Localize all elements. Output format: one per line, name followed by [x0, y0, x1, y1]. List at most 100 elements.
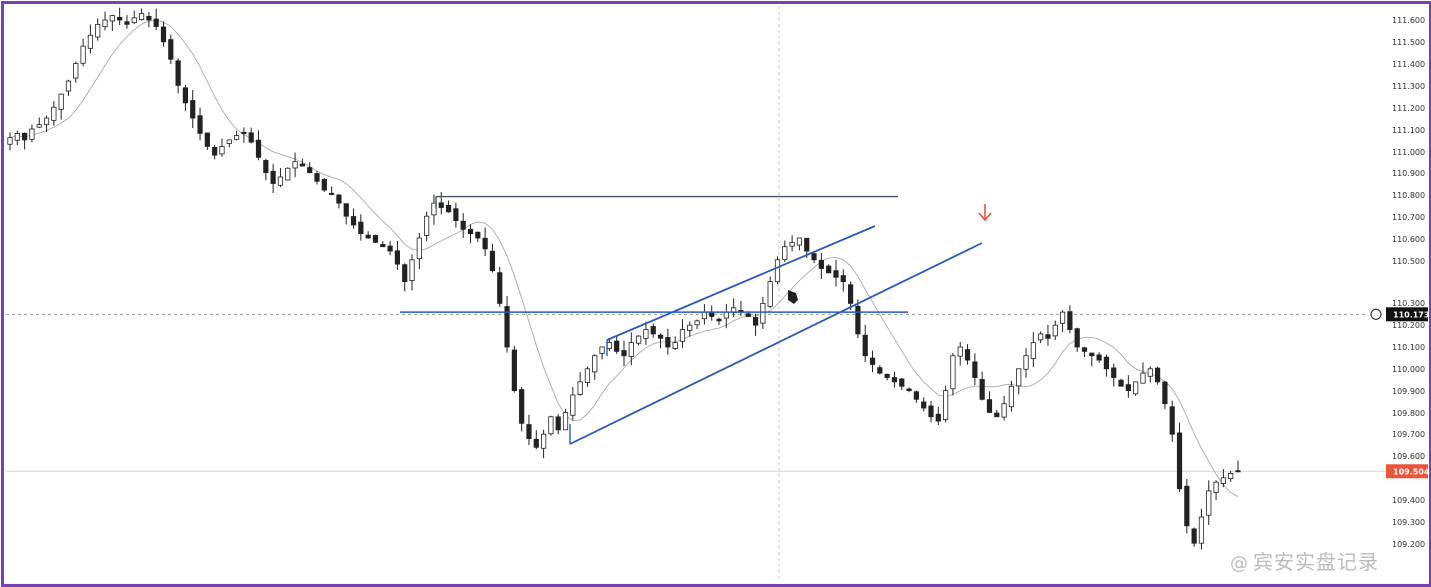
candle-body: [570, 394, 576, 416]
current-price-label: 110.173: [1393, 310, 1429, 319]
candle-body: [212, 146, 218, 156]
candle-body: [906, 388, 912, 391]
candle-body: [540, 433, 547, 449]
sell-arrow-head: [978, 212, 992, 222]
candle-body: [811, 253, 817, 261]
candle-body: [204, 132, 210, 147]
candle-body: [1067, 311, 1073, 330]
candle-body: [862, 334, 868, 357]
candle-body: [475, 231, 481, 239]
candle-body: [14, 132, 20, 141]
candle-body: [935, 413, 941, 422]
candle-body: [1089, 352, 1095, 357]
candle-body: [438, 202, 444, 208]
candle-body: [621, 350, 627, 357]
candle-body: [431, 202, 437, 216]
candle-body: [636, 335, 642, 344]
candle-body: [877, 367, 883, 374]
candle-body: [643, 329, 649, 339]
candle-body: [233, 135, 240, 140]
candle-body: [65, 80, 72, 92]
y-tick-label: 109.300: [1392, 518, 1425, 527]
candle-body: [489, 250, 496, 272]
candle-body: [723, 311, 729, 319]
candle-body: [350, 216, 357, 226]
candle-body: [1030, 342, 1036, 359]
candle-body: [387, 245, 393, 252]
candle-body: [1081, 347, 1088, 352]
candle-body: [1096, 354, 1102, 361]
candle-body: [80, 45, 86, 64]
candle-body: [979, 379, 985, 400]
y-tick-label: 110.900: [1392, 169, 1425, 178]
candle-body: [774, 259, 781, 283]
candle-body: [891, 377, 898, 383]
candle-body: [7, 137, 13, 145]
candle-body: [884, 373, 890, 378]
candle-body: [1206, 490, 1212, 516]
candle-body: [928, 405, 934, 418]
candle-body: [255, 139, 262, 158]
candle-body: [1016, 368, 1022, 387]
candle-body: [1198, 516, 1205, 544]
candle-body: [168, 39, 174, 60]
candle-body: [840, 275, 846, 282]
cursor-hand-icon: [788, 290, 798, 304]
candle-body: [197, 115, 203, 134]
candle-body: [270, 170, 276, 184]
candle-body: [1118, 379, 1124, 387]
candle-body: [146, 16, 152, 21]
candle-body: [453, 208, 459, 221]
y-tick-label: 110.700: [1392, 213, 1425, 222]
candle-body: [307, 167, 313, 174]
y-tick-label: 111.300: [1392, 82, 1425, 91]
candle-body: [869, 357, 876, 365]
y-tick-label: 111.100: [1392, 126, 1425, 135]
candle-body: [1001, 403, 1007, 418]
candle-body: [1140, 372, 1146, 384]
candle-body: [752, 317, 759, 326]
candle-body: [1176, 432, 1183, 490]
candle-body: [950, 355, 956, 390]
candle-body: [921, 401, 927, 409]
candle-body: [584, 368, 591, 383]
candle-body: [1191, 528, 1197, 544]
candle-body: [562, 411, 569, 431]
candle-body: [964, 349, 971, 361]
candle-body: [263, 160, 269, 173]
candle-body: [292, 161, 298, 169]
channel-lower-line: [569, 242, 983, 445]
candle-body: [913, 391, 919, 400]
y-tick-label: 111.600: [1392, 16, 1425, 25]
candle-body: [358, 221, 364, 235]
candle-body: [285, 167, 291, 181]
y-tick-label: 109.400: [1392, 496, 1425, 505]
candle-body: [1045, 334, 1051, 339]
candle-body: [1162, 381, 1168, 405]
candle-body: [1133, 381, 1139, 395]
candle-body: [818, 259, 824, 269]
candle-body: [109, 15, 115, 22]
candle-body: [760, 302, 766, 324]
candle-body: [314, 173, 320, 182]
candle-body: [614, 340, 620, 352]
candle-body: [782, 246, 788, 261]
candle-body: [628, 342, 634, 357]
y-tick-label: 109.900: [1392, 387, 1425, 396]
candle-body: [519, 389, 525, 424]
candle-body: [994, 412, 1000, 418]
candle-body: [226, 139, 232, 144]
candle-body: [380, 244, 386, 248]
candle-body: [299, 163, 305, 167]
candle-body: [847, 284, 854, 304]
candle-body: [343, 203, 349, 217]
candle-body: [58, 93, 64, 110]
candle-body: [277, 176, 284, 186]
candle-body: [986, 399, 993, 413]
candle-body: [43, 117, 50, 126]
candle-body: [117, 16, 123, 21]
candle-body: [504, 306, 510, 348]
candle-body: [402, 264, 408, 282]
candle-body: [1228, 473, 1234, 479]
